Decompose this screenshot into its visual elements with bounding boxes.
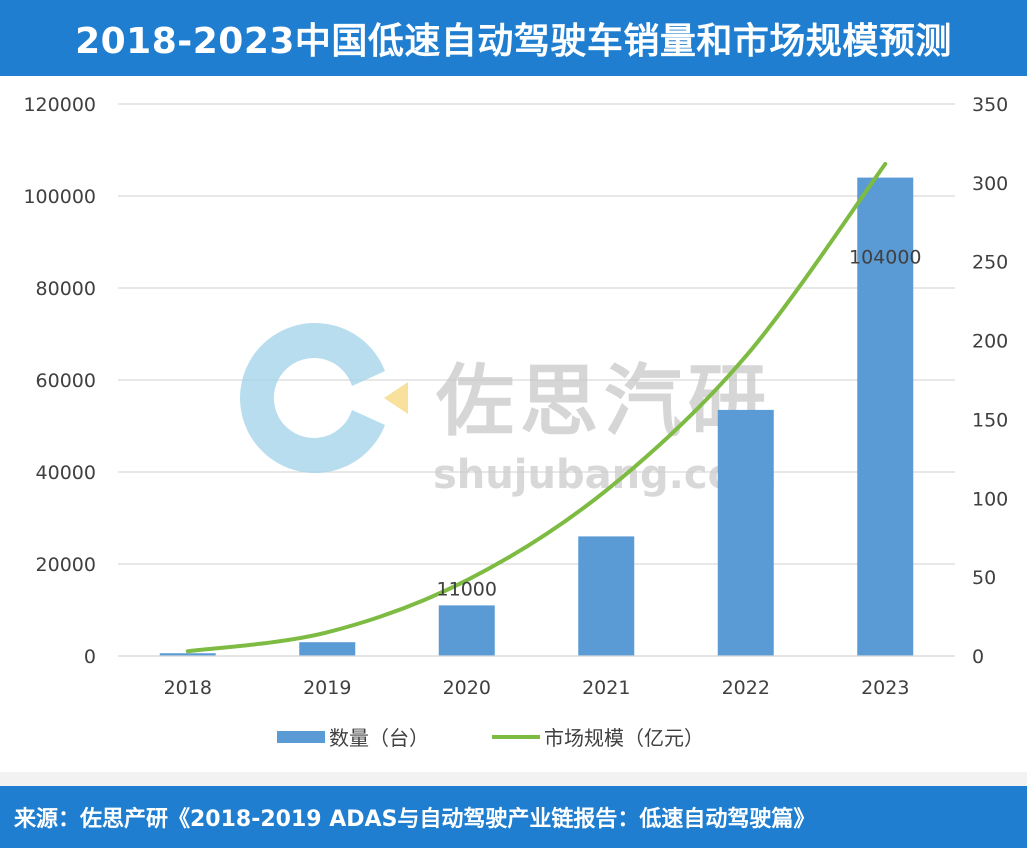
x-tick-label: 2020 — [443, 677, 491, 699]
y-left-tick-label: 80000 — [36, 278, 96, 300]
data-label-2020: 11000 — [437, 578, 497, 600]
y-left-tick-label: 100000 — [23, 186, 96, 208]
y-left-tick-label: 120000 — [23, 94, 96, 116]
watermark: 佐思汽研 shujubang.com — [240, 323, 777, 498]
legend-bar-label: 数量（台） — [329, 726, 429, 750]
y-left-tick-label: 0 — [84, 646, 96, 668]
x-tick-label: 2019 — [303, 677, 351, 699]
bar-2018 — [159, 653, 216, 656]
y-axis-left: 0 20000 40000 60000 80000 100000 120000 — [23, 94, 96, 668]
bar-2023 — [857, 177, 914, 656]
watermark-logo-icon — [240, 323, 408, 474]
footer-divider — [0, 772, 1027, 786]
source-footer: 来源：佐思产研《2018-2019 ADAS与自动驾驶产业链报告：低速自动驾驶篇… — [0, 786, 1027, 848]
y-right-tick-label: 350 — [972, 94, 1008, 116]
y-left-tick-label: 20000 — [36, 554, 96, 576]
chart-title: 2018-2023中国低速自动驾驶车销量和市场规模预测 — [0, 0, 1027, 76]
y-right-tick-label: 300 — [972, 173, 1008, 195]
x-tick-label: 2021 — [582, 677, 630, 699]
bar-2019 — [299, 642, 356, 656]
x-axis: 2018 2019 2020 2021 2022 2023 — [118, 655, 955, 699]
legend: 数量（台） 市场规模（亿元） — [277, 726, 704, 750]
bar-2021 — [578, 536, 635, 656]
line-series — [185, 161, 888, 654]
market-size-line — [185, 161, 888, 654]
y-left-tick-label: 40000 — [36, 462, 96, 484]
y-axis-right: 0 50 100 150 200 250 300 350 — [972, 94, 1008, 668]
bar-2022 — [717, 409, 774, 656]
x-tick-label: 2022 — [722, 677, 770, 699]
bar-2020 — [438, 605, 495, 656]
data-labels: 11000 104000 — [437, 247, 922, 601]
y-right-tick-label: 0 — [972, 646, 984, 668]
y-right-tick-label: 150 — [972, 409, 1008, 431]
y-right-tick-label: 250 — [972, 252, 1008, 274]
bar-series — [159, 177, 914, 656]
x-tick-label: 2018 — [164, 677, 212, 699]
chart-area: 佐思汽研 shujubang.com 11000 104000 0 20000 400… — [23, 94, 1008, 750]
legend-line-label: 市场规模（亿元） — [544, 726, 704, 750]
legend-bar-swatch — [277, 731, 325, 743]
y-right-tick-label: 50 — [972, 567, 996, 589]
y-right-tick-label: 200 — [972, 331, 1008, 353]
watermark-name: 佐思汽研 — [435, 357, 772, 447]
data-label-2023: 104000 — [849, 247, 922, 269]
x-tick-label: 2023 — [861, 677, 909, 699]
y-right-tick-label: 100 — [972, 488, 1008, 510]
y-left-tick-label: 60000 — [36, 370, 96, 392]
